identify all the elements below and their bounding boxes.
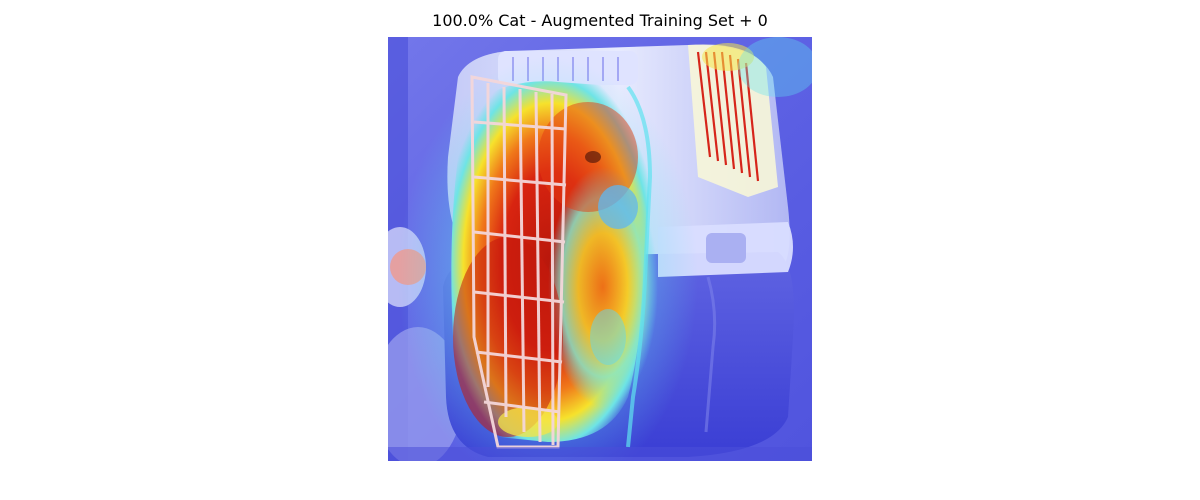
heatmap-image xyxy=(388,37,812,461)
heatmap-overlay-graphic xyxy=(388,37,812,461)
figure-title: 100.0% Cat - Augmented Training Set + 0 xyxy=(432,11,768,30)
wire-door xyxy=(470,75,568,449)
